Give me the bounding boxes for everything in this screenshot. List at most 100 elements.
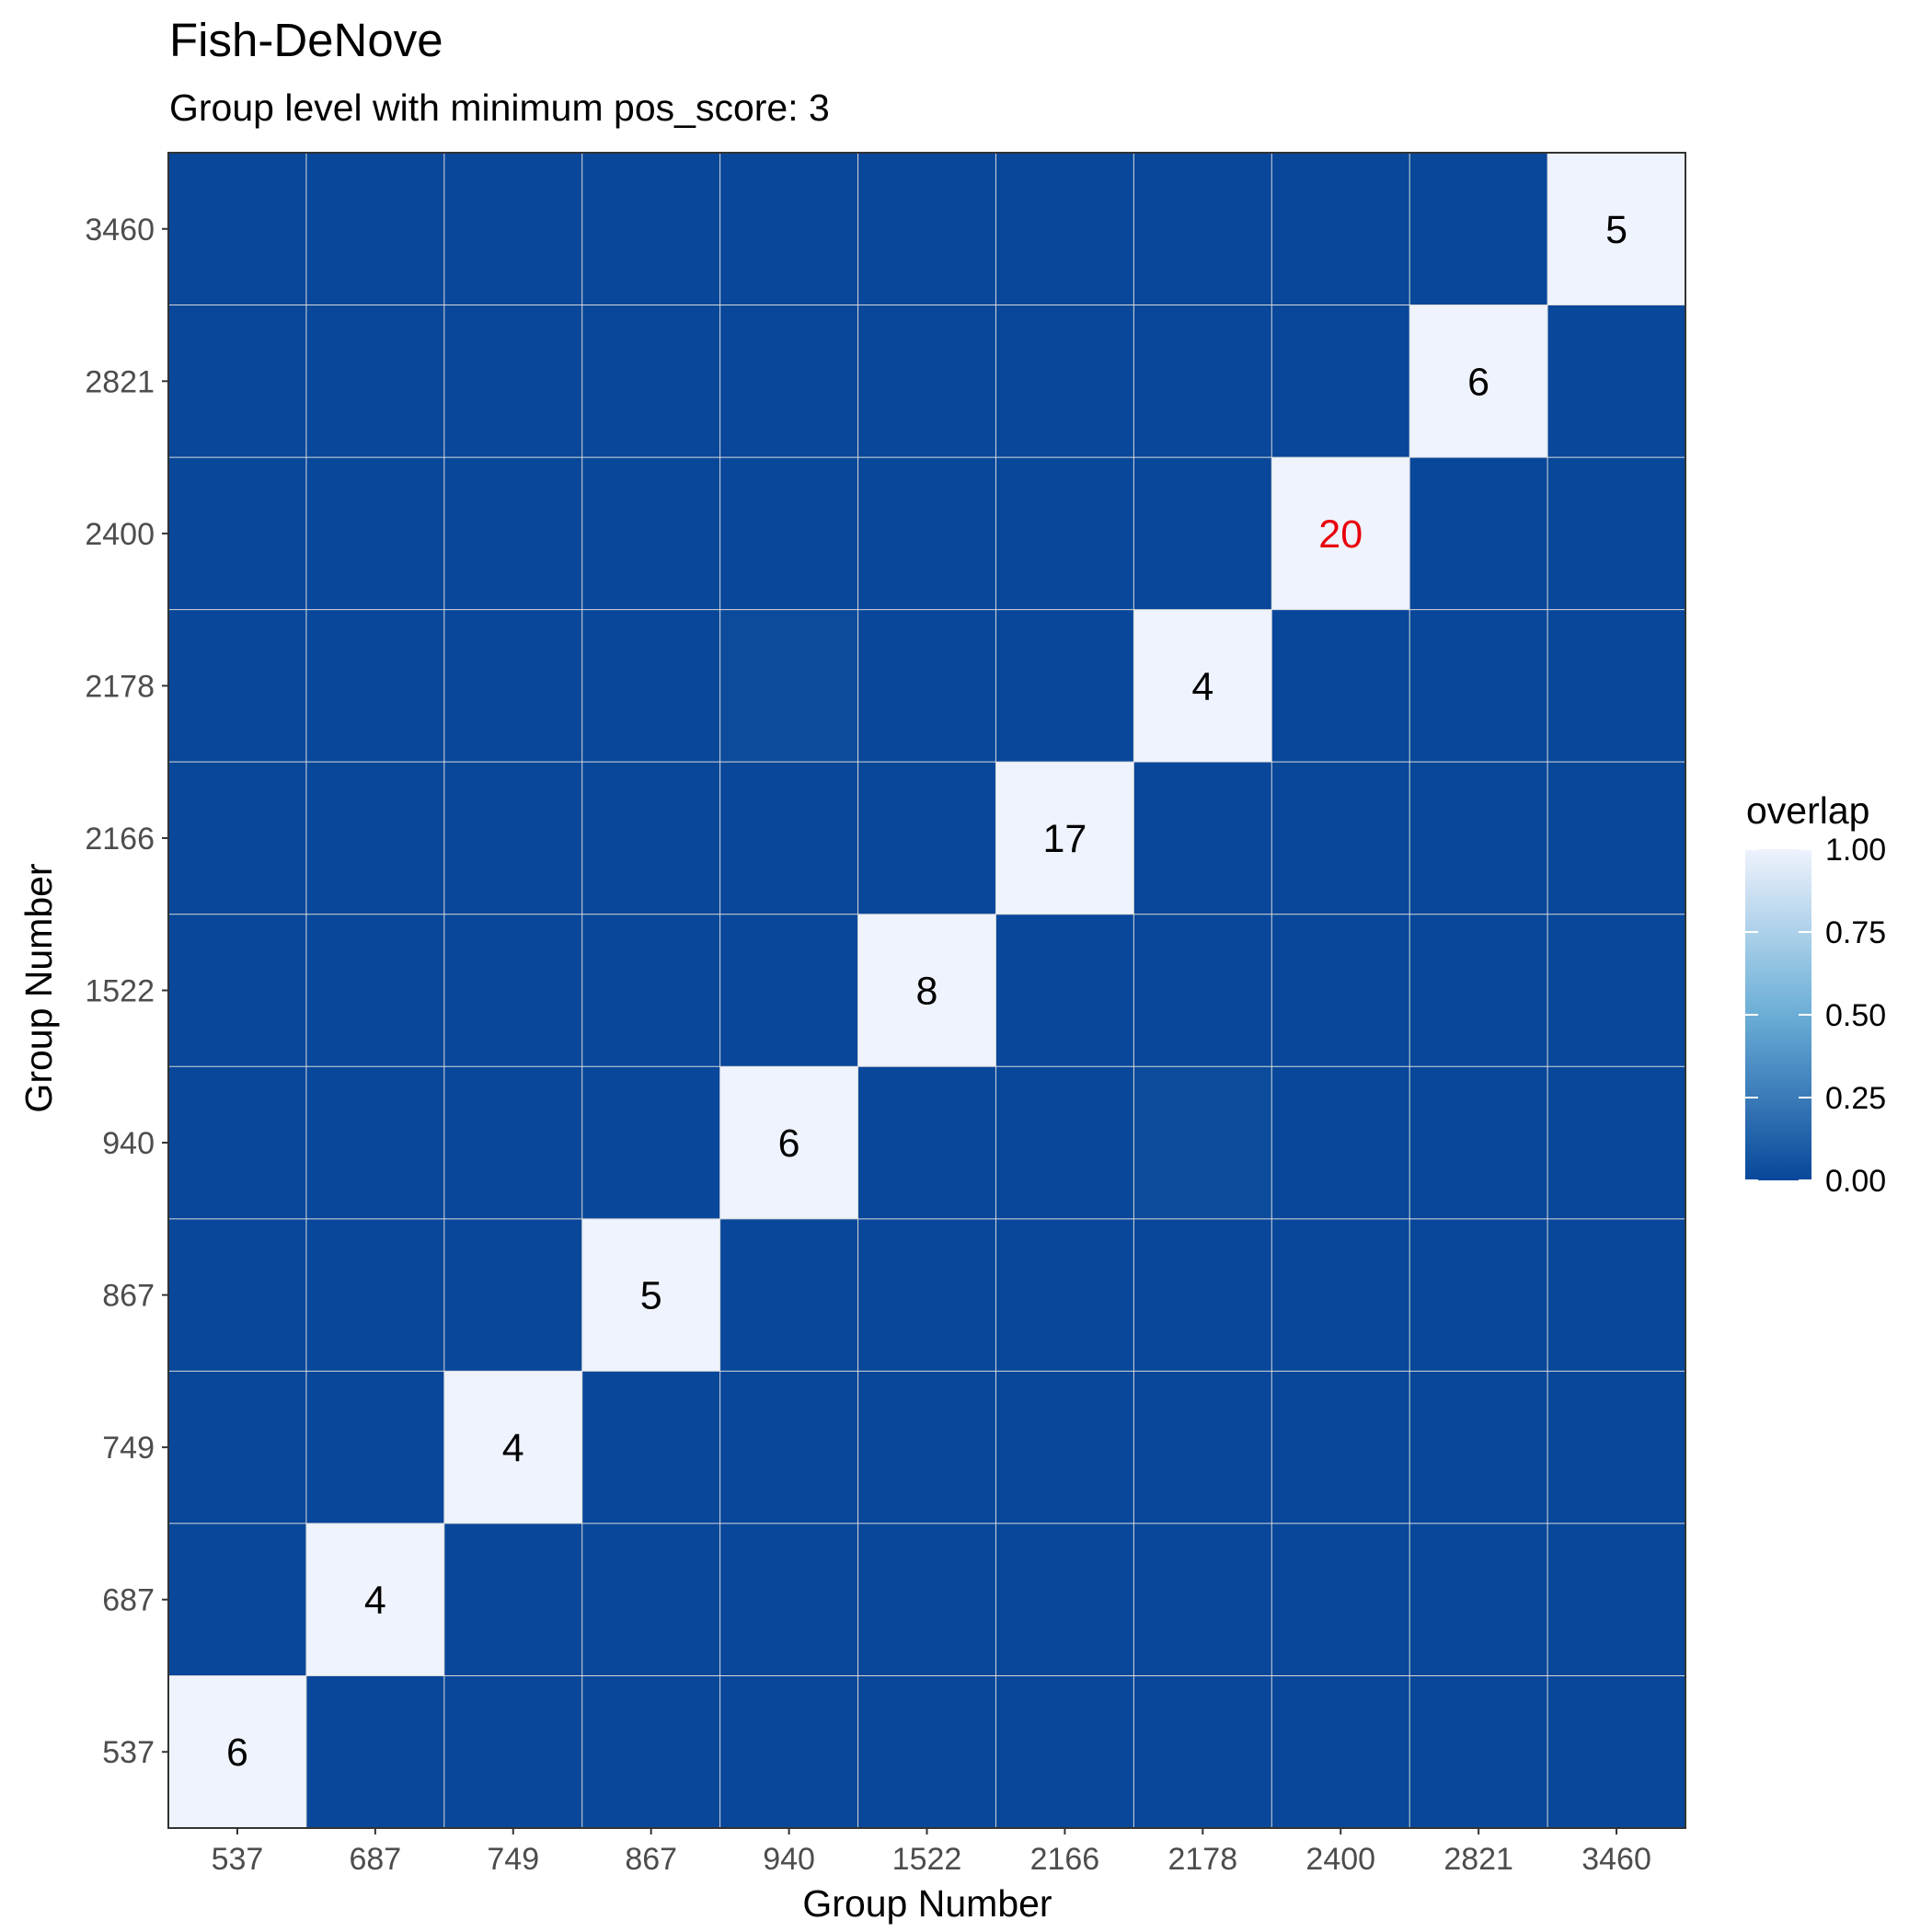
y-tick-label: 940: [102, 1126, 155, 1161]
heatmap-cell: [1547, 1218, 1685, 1372]
heatmap-cell: [443, 153, 582, 305]
heatmap-cell: [305, 153, 444, 305]
x-axis: 537 687 749 867 940 1522 2166 2178 2400 2821 3460: [212, 1828, 1651, 1877]
heatmap-cell: [168, 457, 306, 610]
heatmap-cell: [1409, 1066, 1548, 1219]
heatmap-cell: [857, 457, 996, 610]
y-tick-label: 2178: [85, 669, 155, 704]
x-tick-label: 867: [625, 1842, 677, 1877]
heatmap-cell: [995, 762, 1134, 914]
heatmap-cell: [1271, 1371, 1410, 1524]
y-tick-label: 867: [102, 1279, 155, 1314]
heatmap-cell: [168, 1218, 306, 1372]
heatmap-cell: [719, 153, 858, 305]
heatmap-cell: [857, 305, 996, 458]
heatmap-cell: [1409, 914, 1548, 1067]
heatmap-cell: [581, 1371, 720, 1524]
cell-label: 6: [778, 1121, 800, 1166]
heatmap-cell: [857, 1371, 996, 1524]
heatmap-cell: [719, 1218, 858, 1372]
cell-label: 6: [226, 1731, 248, 1775]
heatmap-cell: [581, 457, 720, 610]
y-axis: 537 687 749 867 940 1522 2166 2178 2400 2821 3460: [85, 213, 168, 1770]
heatmap-cell: [995, 914, 1134, 1067]
legend-title: overlap: [1746, 789, 1869, 832]
cell-label: 5: [640, 1274, 662, 1318]
heatmap-cell: [719, 305, 858, 458]
heatmap-cell: [168, 1523, 306, 1676]
heatmap-cell: [857, 762, 996, 914]
heatmap-cell: [1547, 1371, 1685, 1524]
heatmap-cell: [1133, 1371, 1272, 1524]
heatmap-cell: [857, 914, 996, 1067]
heatmap-cell: [995, 1066, 1134, 1219]
heatmap-cell: [1547, 1523, 1685, 1676]
heatmap-cell: [1271, 914, 1410, 1067]
x-tick-label: 2821: [1443, 1842, 1513, 1877]
heatmap-cell: [1133, 1523, 1272, 1676]
heatmap-cell: [443, 914, 582, 1067]
x-tick-label: 3460: [1581, 1842, 1651, 1877]
heatmap-cell: [1271, 1066, 1410, 1219]
legend: overlap 1.00 0.75 0.50 0.25 0.00: [1745, 789, 1886, 1199]
heatmap-cell: [581, 914, 720, 1067]
x-tick-label: 687: [349, 1842, 401, 1877]
cell-label: 4: [1191, 664, 1213, 708]
heatmap-cell: [305, 1371, 444, 1524]
cell-label: 6: [1467, 360, 1489, 404]
legend-tick-label: 0.75: [1825, 915, 1886, 950]
cell-label: 5: [1605, 208, 1627, 252]
heatmap-cell: [719, 609, 858, 763]
chart-subtitle: Group level with minimum pos_score: 3: [169, 86, 830, 129]
heatmap-cell: [1409, 1371, 1548, 1524]
legend-tick-label: 0.00: [1825, 1164, 1886, 1199]
heatmap-cell: [857, 1523, 996, 1676]
heatmap-cell: [168, 762, 306, 914]
heatmap-cell: [1271, 153, 1410, 305]
heatmap-cell: [305, 609, 444, 763]
heatmap-cell: [443, 457, 582, 610]
x-axis-title: Group Number: [802, 1882, 1052, 1925]
heatmap-cell: [305, 305, 444, 458]
y-tick-label: 537: [102, 1735, 155, 1770]
heatmap-cell: [581, 305, 720, 458]
heatmap-cell: [168, 914, 306, 1067]
y-tick-label: 3460: [85, 213, 155, 247]
heatmap-cell: [443, 1371, 582, 1524]
heatmap-cell: [168, 1675, 306, 1828]
cell-label: 4: [502, 1426, 524, 1470]
heatmap-cell: [1547, 457, 1685, 610]
heatmap-cell: [1271, 1523, 1410, 1676]
cells-layer: [168, 153, 1685, 1828]
x-tick-label: 1522: [892, 1842, 962, 1877]
x-tick-label: 2178: [1167, 1842, 1237, 1877]
heatmap-cell: [581, 153, 720, 305]
heatmap-cell: [581, 1066, 720, 1219]
heatmap-cell: [1133, 153, 1272, 305]
heatmap-cell: [443, 762, 582, 914]
heatmap-cell: [168, 1066, 306, 1219]
heatmap-cell: [305, 762, 444, 914]
cell-label: 20: [1318, 512, 1363, 557]
heatmap-cell: [581, 1675, 720, 1828]
heatmap-cell: [1133, 1675, 1272, 1828]
heatmap-cell: [1133, 1218, 1272, 1372]
y-tick-label: 749: [102, 1431, 155, 1466]
heatmap-cell: [995, 609, 1134, 763]
heatmap-cell: [1547, 1675, 1685, 1828]
heatmap-cell: [857, 153, 996, 305]
heatmap-cell: [1547, 914, 1685, 1067]
heatmap-cell: [443, 1523, 582, 1676]
y-tick-label: 687: [102, 1583, 155, 1618]
heatmap-cell: [1547, 305, 1685, 458]
heatmap-cell: [1271, 305, 1410, 458]
legend-tick-label: 1.00: [1825, 833, 1886, 868]
heatmap-cell: [995, 1675, 1134, 1828]
x-tick-label: 940: [763, 1842, 815, 1877]
heatmap-cell: [443, 609, 582, 763]
heatmap-cell: [581, 1218, 720, 1372]
heatmap-cell: [1547, 762, 1685, 914]
x-tick-label: 537: [212, 1842, 264, 1877]
heatmap-cell: [305, 457, 444, 610]
heatmap-cell: [719, 1523, 858, 1676]
